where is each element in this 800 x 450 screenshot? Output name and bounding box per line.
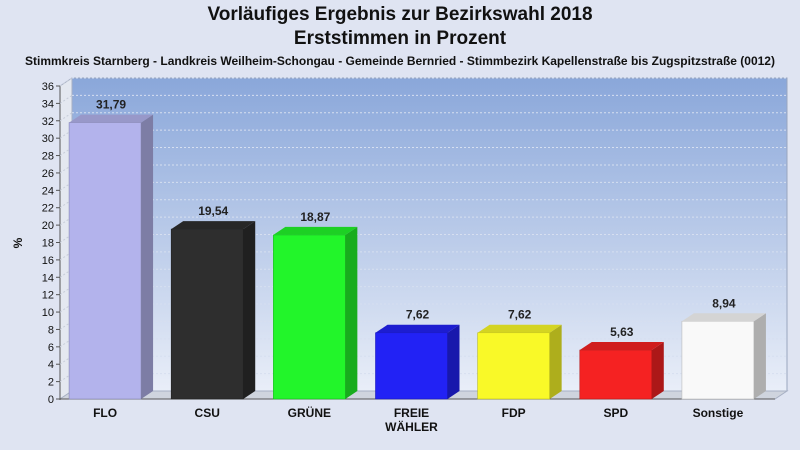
bar-top	[375, 324, 460, 333]
x-tick-label-line: Sonstige	[693, 406, 744, 420]
x-tick-label: FLO	[93, 406, 117, 420]
chart-subtitle: Erststimmen in Prozent	[293, 28, 507, 49]
x-tick-label-line: FREIE	[394, 406, 429, 420]
data-label: 18,87	[300, 210, 330, 224]
x-tick-label-line: FDP	[502, 406, 526, 420]
y-tick-label: 16	[42, 255, 54, 267]
bar	[170, 221, 256, 400]
y-tick-label: 32	[42, 116, 54, 128]
bar-top	[477, 324, 562, 333]
bar-top	[273, 226, 358, 235]
bar-top	[171, 221, 256, 230]
y-axis-title: %	[11, 237, 25, 248]
bar-side	[345, 226, 358, 399]
bar	[681, 313, 766, 400]
data-label: 7,62	[406, 308, 430, 322]
y-tick-label: 24	[42, 185, 54, 197]
bar-front	[68, 122, 142, 400]
bar-front	[477, 332, 550, 400]
y-tick-label: 14	[42, 272, 54, 284]
y-tick-label: 28	[42, 151, 54, 163]
y-tick-label: 34	[42, 98, 54, 110]
bar-top	[579, 342, 664, 351]
bar-side	[753, 313, 766, 399]
bar-side	[243, 221, 256, 399]
bar-side	[141, 114, 154, 400]
x-tick-label-line: CSU	[195, 406, 220, 420]
y-tick-label: 4	[48, 359, 54, 371]
chart-title: Vorläufiges Ergebnis zur Bezirkswahl 201…	[207, 4, 593, 25]
bar-side	[651, 342, 664, 399]
bar	[579, 342, 664, 400]
gridline-side	[59, 94, 73, 104]
x-tick-label: FREIE WÄHLER	[385, 406, 438, 434]
y-tick-label: 2	[48, 377, 54, 389]
x-tick-label-line: WÄHLER	[385, 419, 438, 434]
bar-front	[681, 320, 755, 400]
x-tick-label: CSU	[195, 406, 220, 420]
gridline-side	[59, 112, 73, 122]
data-label: 7,62	[508, 308, 532, 322]
y-tick-label: 26	[42, 168, 54, 180]
bar-side	[447, 324, 460, 399]
y-tick-label: 36	[42, 81, 54, 93]
bar	[68, 114, 154, 400]
y-tick-label: 10	[42, 307, 54, 319]
bar	[477, 324, 562, 400]
y-tick-label: 0	[48, 394, 54, 406]
y-tick-label: 8	[48, 324, 54, 336]
chart-description: Stimmkreis Starnberg - Landkreis Weilhei…	[25, 54, 775, 68]
bar-front	[273, 234, 346, 400]
x-tick-label: Sonstige	[693, 406, 744, 420]
bar	[273, 226, 358, 400]
y-tick-label: 22	[42, 203, 54, 215]
bar	[375, 324, 460, 400]
data-label: 19,54	[198, 204, 228, 218]
x-tick-label: GRÜNE	[288, 405, 331, 420]
y-tick-label: 30	[42, 133, 54, 145]
bar-top	[69, 114, 154, 123]
gridline-side	[59, 77, 73, 87]
data-label: 8,94	[712, 296, 736, 310]
x-tick-label: FDP	[502, 406, 526, 420]
y-tick-label: 20	[42, 220, 54, 232]
x-tick-label: SPD	[603, 406, 628, 420]
bar-front	[579, 349, 653, 400]
bar-side	[549, 324, 562, 399]
y-tick-label: 18	[42, 238, 54, 250]
data-label: 5,63	[610, 325, 634, 339]
bar-front	[170, 228, 244, 400]
y-tick-label: 6	[48, 342, 54, 354]
x-tick-label-line: SPD	[603, 406, 628, 420]
x-tick-label-line: FLO	[93, 406, 117, 420]
y-tick-label: 12	[42, 290, 54, 302]
x-tick-label-line: GRÜNE	[288, 405, 331, 420]
bar-front	[375, 332, 448, 400]
data-label: 31,79	[96, 98, 126, 112]
bar-top	[681, 313, 766, 322]
